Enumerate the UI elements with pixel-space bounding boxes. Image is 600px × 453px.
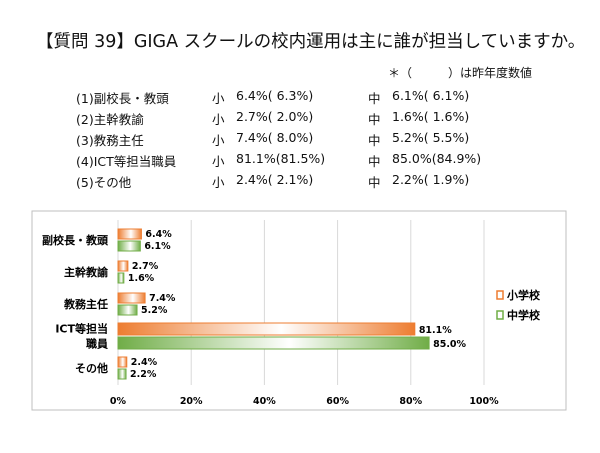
legend-label: 小学校 <box>506 288 541 302</box>
bar <box>117 240 141 252</box>
x-tick-label: 60% <box>326 396 349 407</box>
x-tick-label: 40% <box>253 396 276 407</box>
data-label: 85.0% <box>433 339 466 350</box>
category-label: 教務主任 <box>63 297 108 311</box>
question-title: 【質問 39】GIGA スクールの校内運用は主に誰が担当していますか。 <box>36 32 586 52</box>
summary-label: (4)ICT等担当職員 <box>76 154 177 169</box>
data-label: 7.4% <box>149 293 176 304</box>
summary-sho: 2.4%( 2.1%) <box>236 172 314 187</box>
bar <box>117 228 142 240</box>
summary-chu-mark: 中 <box>368 112 381 127</box>
summary-chu: 85.0%(84.9%) <box>392 151 482 166</box>
legend-label: 中学校 <box>507 308 541 322</box>
summary-chu: 5.2%( 5.5%) <box>392 130 470 145</box>
bar <box>117 292 146 304</box>
category-label: 副校長・教頭 <box>42 233 109 247</box>
summary-chu: 1.6%( 1.6%) <box>392 109 470 124</box>
summary-label: (1)副校長・教頭 <box>76 91 169 106</box>
data-label: 2.4% <box>131 357 158 368</box>
bar <box>117 322 416 336</box>
summary-sho: 6.4%( 6.3%) <box>236 88 314 103</box>
x-tick-label: 80% <box>399 396 422 407</box>
bar <box>117 304 138 316</box>
summary-chu-mark: 中 <box>368 91 381 106</box>
category-label: 主幹教諭 <box>64 265 109 279</box>
legend-swatch <box>496 310 504 320</box>
summary-sho-mark: 小 <box>212 133 225 148</box>
data-label: 1.6% <box>128 273 155 284</box>
summary-sho-mark: 小 <box>212 175 225 190</box>
category-label: ICT等担当 <box>55 322 108 336</box>
x-tick-label: 100% <box>469 396 499 407</box>
summary-sho-mark: 小 <box>212 154 225 169</box>
previous-year-note: ＊（ ）は昨年度数値 <box>388 66 533 80</box>
bar <box>117 272 125 284</box>
bar <box>117 368 127 380</box>
data-label: 6.4% <box>145 229 172 240</box>
summary-sho-mark: 小 <box>212 112 225 127</box>
summary-chu: 6.1%( 6.1%) <box>392 88 470 103</box>
summary-chu: 2.2%( 1.9%) <box>392 172 470 187</box>
summary-label: (5)その他 <box>76 175 132 190</box>
bar <box>117 356 128 368</box>
category-label: その他 <box>75 361 108 375</box>
bar <box>117 336 430 350</box>
summary-sho: 7.4%( 8.0%) <box>236 130 314 145</box>
summary-sho-mark: 小 <box>212 91 225 106</box>
data-label: 5.2% <box>141 305 168 316</box>
summary-sho: 81.1%(81.5%) <box>236 151 326 166</box>
summary-label: (2)主幹教諭 <box>76 112 144 127</box>
summary-chu-mark: 中 <box>368 154 381 169</box>
data-label: 2.7% <box>132 261 159 272</box>
data-label: 81.1% <box>419 325 452 336</box>
legend-swatch <box>496 290 504 300</box>
x-tick-label: 20% <box>180 396 203 407</box>
summary-label: (3)教務主任 <box>76 133 144 148</box>
bar <box>117 260 129 272</box>
x-tick-label: 0% <box>110 396 127 407</box>
data-label: 6.1% <box>144 241 171 252</box>
summary-sho: 2.7%( 2.0%) <box>236 109 314 124</box>
category-label: 職員 <box>86 337 108 351</box>
chart-frame <box>31 210 567 411</box>
data-label: 2.2% <box>130 369 157 380</box>
summary-chu-mark: 中 <box>368 133 381 148</box>
summary-chu-mark: 中 <box>368 175 381 190</box>
